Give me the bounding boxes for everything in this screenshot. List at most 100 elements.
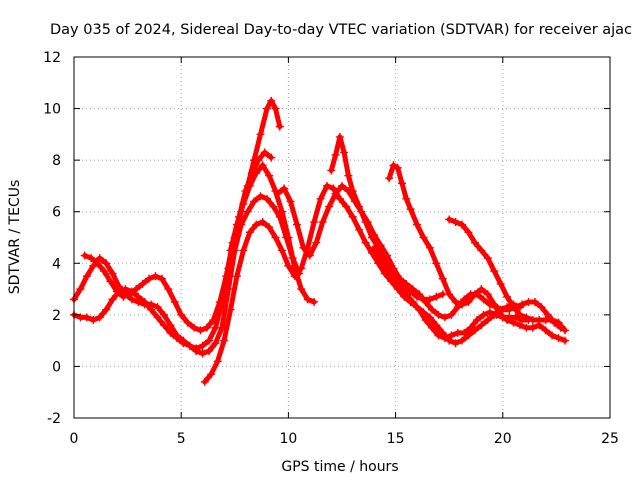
data-point	[432, 292, 441, 301]
data-point	[385, 174, 394, 183]
data-point	[222, 272, 231, 281]
plot-series	[70, 96, 569, 386]
data-point	[185, 341, 194, 350]
data-point	[239, 246, 248, 255]
data-point	[89, 316, 98, 325]
data-point	[408, 297, 417, 306]
data-point	[179, 339, 188, 348]
data-point	[451, 297, 460, 306]
data-point	[432, 259, 441, 268]
data-point	[190, 323, 199, 332]
data-point	[239, 199, 248, 208]
data-point	[398, 179, 407, 188]
grid	[74, 57, 610, 418]
data-point	[262, 194, 271, 203]
data-point	[470, 326, 479, 335]
data-point	[415, 305, 424, 314]
data-point	[318, 218, 327, 227]
data-point	[389, 161, 398, 170]
data-point	[421, 316, 430, 325]
data-point	[541, 326, 550, 335]
data-point	[312, 238, 321, 247]
data-point	[554, 318, 563, 327]
data-point	[335, 132, 344, 141]
data-point	[440, 313, 449, 322]
data-point	[166, 328, 175, 337]
data-point	[428, 305, 437, 314]
data-point	[205, 346, 214, 355]
y-tick-label: 6	[52, 205, 61, 221]
data-point	[447, 331, 456, 340]
series-trace	[228, 162, 317, 305]
data-point	[160, 321, 169, 330]
data-point	[477, 246, 486, 255]
data-point	[434, 310, 443, 319]
chart-title: Day 035 of 2024, Sidereal Day-to-day VTE…	[50, 22, 632, 38]
data-point	[316, 194, 325, 203]
x-tick-label: 20	[494, 431, 512, 447]
data-point	[265, 223, 274, 232]
data-point	[192, 346, 201, 355]
data-point	[505, 305, 514, 314]
data-point	[95, 254, 104, 263]
series-arc-9	[445, 215, 569, 335]
data-point	[211, 339, 220, 348]
data-point	[400, 279, 409, 288]
x-tick-label: 10	[279, 431, 297, 447]
data-point	[112, 287, 121, 296]
data-point	[464, 297, 473, 306]
data-point	[275, 122, 284, 131]
data-point	[151, 272, 160, 281]
data-point	[406, 205, 415, 214]
data-point	[286, 197, 295, 206]
data-point	[509, 318, 518, 327]
data-point	[554, 334, 563, 343]
data-point	[483, 316, 492, 325]
data-point	[252, 169, 261, 178]
data-point	[125, 290, 134, 299]
data-point	[402, 194, 411, 203]
data-point	[560, 336, 569, 345]
data-point	[202, 323, 211, 332]
data-point	[205, 336, 214, 345]
data-point	[490, 267, 499, 276]
data-point	[76, 285, 85, 294]
data-point	[256, 192, 265, 201]
data-point	[292, 220, 301, 229]
x-axis-label: GPS time / hours	[281, 459, 398, 475]
data-point	[327, 166, 336, 175]
data-point	[342, 202, 351, 211]
data-point	[82, 272, 91, 281]
data-point	[438, 274, 447, 283]
data-point	[108, 269, 117, 278]
data-point	[511, 313, 520, 322]
data-point	[87, 254, 96, 263]
data-point	[425, 243, 434, 252]
data-point	[243, 207, 252, 216]
data-point	[108, 295, 117, 304]
data-point	[447, 310, 456, 319]
data-point	[355, 202, 364, 211]
data-point	[280, 184, 289, 193]
data-point	[226, 246, 235, 255]
data-point	[389, 274, 398, 283]
data-point	[226, 305, 235, 314]
data-point	[277, 207, 286, 216]
data-point	[262, 104, 271, 113]
data-point	[89, 261, 98, 270]
data-point	[479, 310, 488, 319]
data-point	[329, 184, 338, 193]
data-point	[477, 285, 486, 294]
data-point	[445, 290, 454, 299]
data-point	[376, 254, 385, 263]
data-point	[215, 297, 224, 306]
data-point	[153, 303, 162, 312]
data-point	[445, 215, 454, 224]
data-point	[258, 161, 267, 170]
data-point	[348, 212, 357, 221]
x-tick-label: 25	[601, 431, 619, 447]
data-point	[271, 233, 280, 242]
data-point	[470, 290, 479, 299]
data-point	[331, 150, 340, 159]
data-point	[245, 228, 254, 237]
